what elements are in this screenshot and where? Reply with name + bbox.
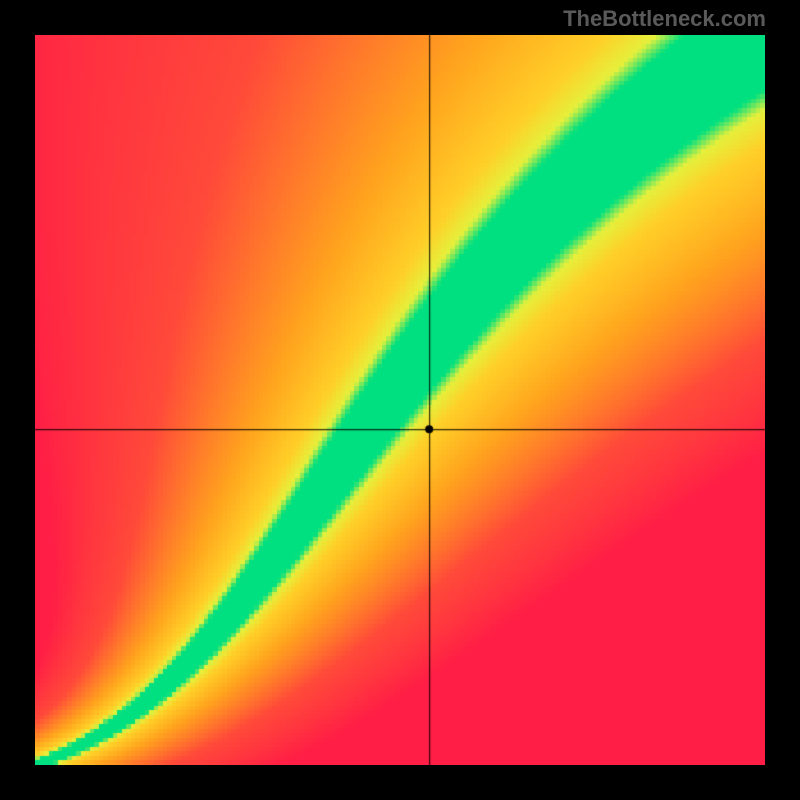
chart-container: TheBottleneck.com [0, 0, 800, 800]
watermark-text: TheBottleneck.com [563, 6, 766, 32]
bottleneck-heatmap [35, 35, 765, 765]
